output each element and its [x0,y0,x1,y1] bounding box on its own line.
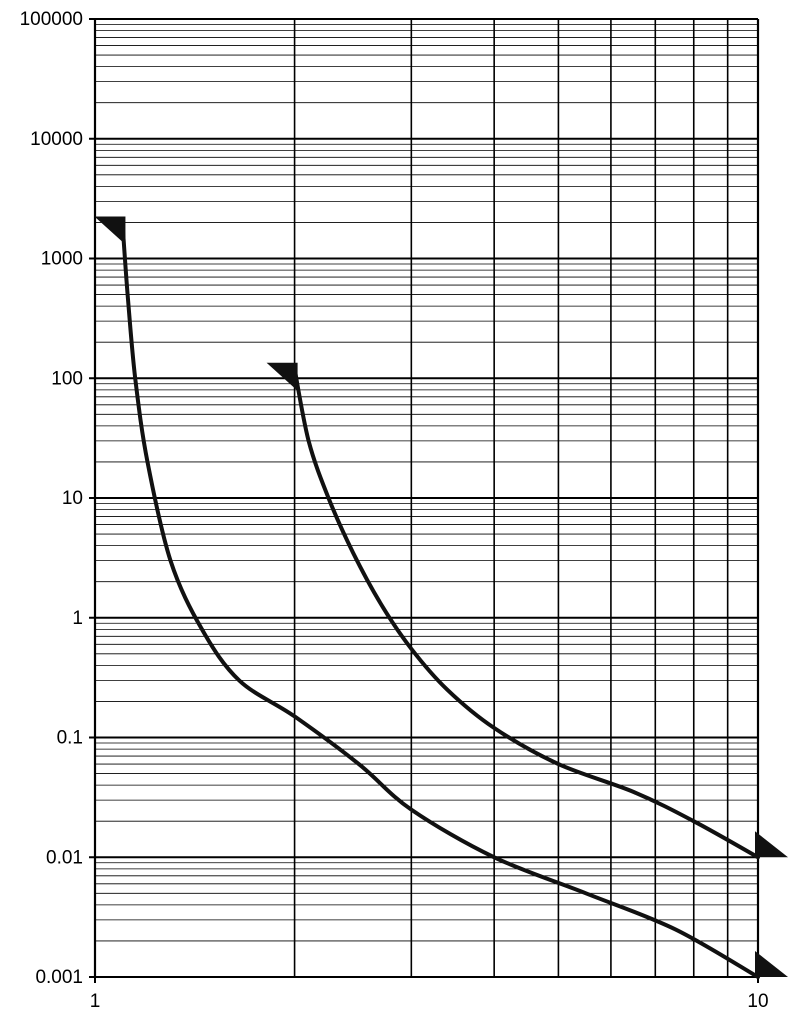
x-tick-label: 10 [747,991,768,1012]
y-tick-label: 1000 [41,249,83,270]
major-grid [89,18,760,983]
series-start-marker [94,216,126,245]
y-tick-label: 1 [72,608,83,629]
x-tick-label: 1 [90,991,101,1012]
y-tick-label: 100000 [20,9,83,30]
series-line-1 [120,220,760,979]
y-tick-label: 0.001 [35,967,83,988]
y-tick-label: 0.01 [46,847,83,868]
series-layer [94,216,788,979]
series-line-2 [292,366,760,860]
y-tick-label: 10 [62,488,83,509]
series-start-marker [266,362,298,391]
series-end-marker [755,831,788,858]
series-end-marker [755,951,788,977]
y-tick-label: 100 [51,368,83,389]
y-tick-label: 0.1 [57,728,83,749]
minor-grid [95,24,758,942]
y-tick-label: 10000 [30,129,83,150]
tick-labels: 100000 10000 1000 100 10 1 0.1 0.01 0.001 1 10 [20,9,769,1012]
